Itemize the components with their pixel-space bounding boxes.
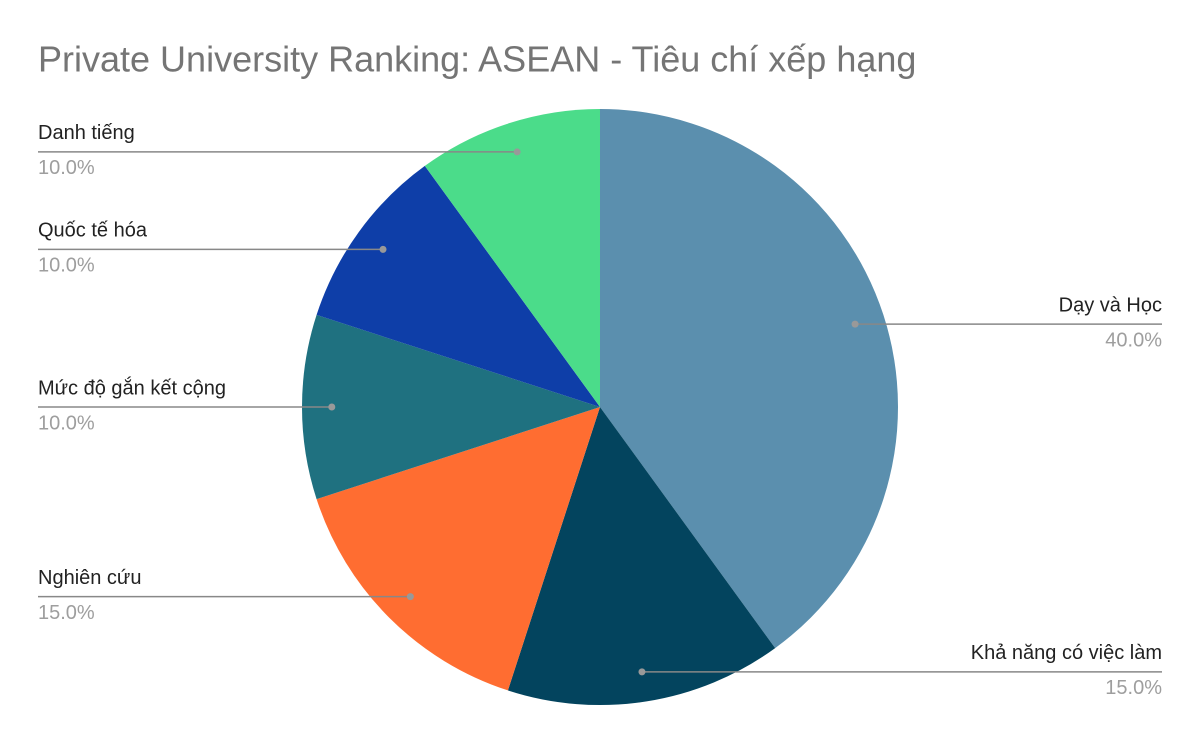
slice-label: Mức độ gắn kết cộng [38,376,226,399]
pie-slice [424,108,600,407]
leader-dot [851,320,859,328]
slice-label: Danh tiếng [38,122,135,144]
value-label: 10.0% [38,157,95,179]
leader-dot [406,593,414,601]
value-label: 40.0% [1105,329,1162,351]
pie-slice [301,314,600,500]
leader-dot [513,148,521,156]
pie-slice [507,407,776,705]
slice-label: Khả năng có việc làm [971,642,1162,664]
leader-dot [638,668,646,676]
slice-label: Quốc tế hóa [38,220,148,242]
value-label: 15.0% [38,602,95,624]
leader-dot [328,403,336,411]
pie-slice [600,109,898,649]
pie-slice [316,407,600,691]
slice-label: Nghiên cứu [38,567,141,589]
value-label: 10.0% [38,412,95,434]
pie-slice [316,165,600,407]
leader-dot [379,245,387,253]
value-label: 10.0% [38,255,95,277]
slice-label: Dạy và Học [1059,294,1162,316]
chart-title: Private University Ranking: ASEAN - Tiêu… [38,39,916,80]
value-label: 15.0% [1105,677,1162,699]
